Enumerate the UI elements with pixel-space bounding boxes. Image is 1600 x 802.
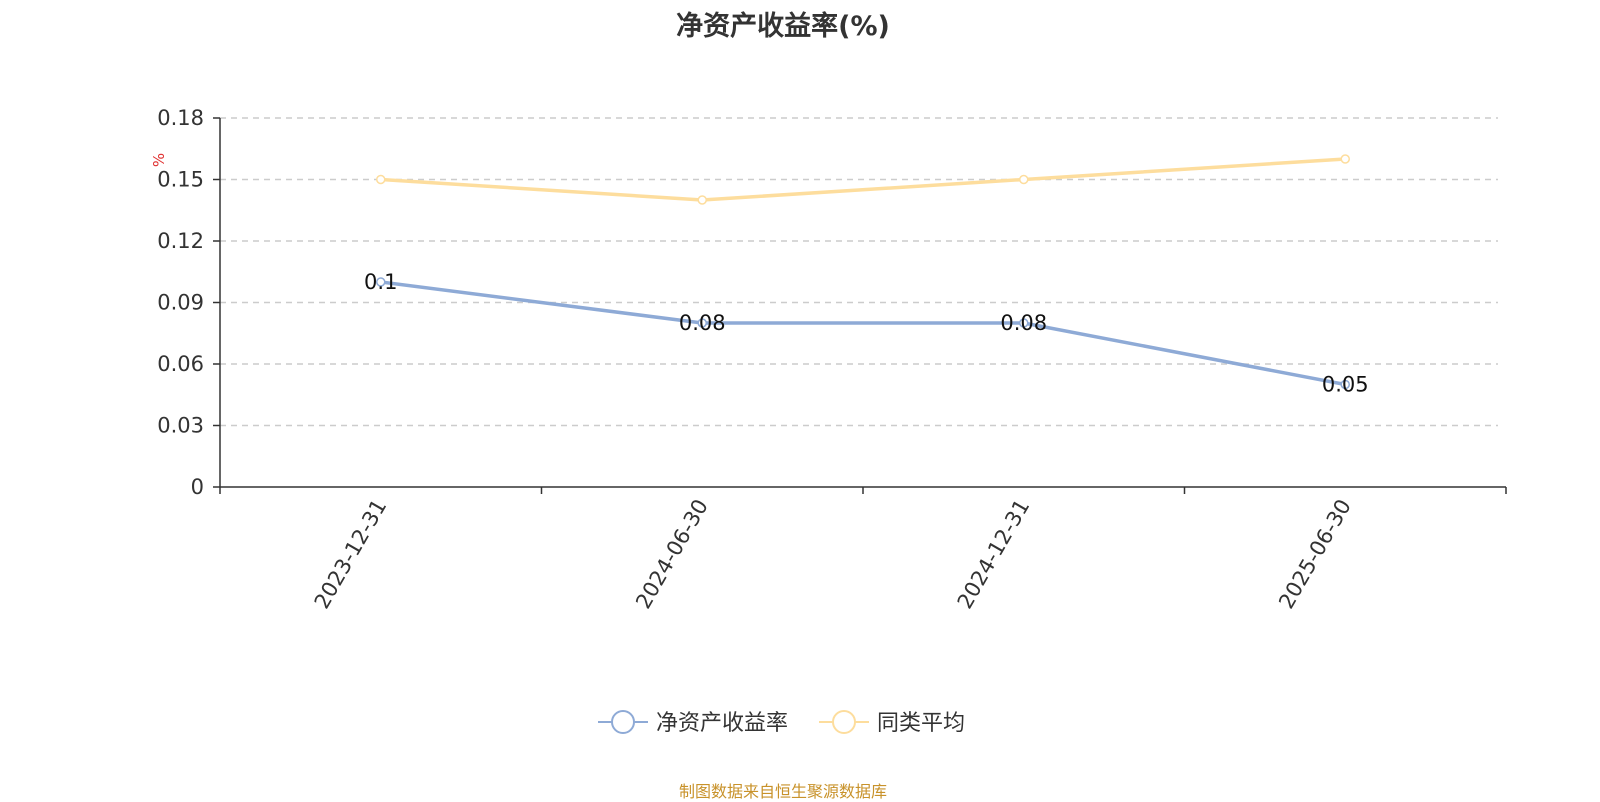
data-label: 0.1 [364, 270, 397, 294]
data-label: 0.08 [679, 311, 726, 335]
data-point [697, 318, 707, 328]
data-label: 0.08 [1000, 311, 1047, 335]
data-label: 0.05 [1322, 373, 1369, 397]
legend-marker [611, 710, 635, 734]
legend-marker [832, 710, 856, 734]
series-lines [376, 154, 1350, 390]
x-tick-label: 2025-06-30 [1274, 495, 1356, 613]
series-line-0 [380, 280, 1346, 387]
data-labels: 0.1 0.08 0.08 0.05 [364, 270, 1369, 397]
grid-lines [220, 117, 1498, 427]
data-point [1019, 174, 1029, 185]
y-tick-label: 0.09 [157, 291, 204, 315]
y-tick-label: 0.12 [157, 229, 204, 253]
y-tick-label: 0.03 [157, 414, 204, 438]
series-line-1 [380, 157, 1346, 202]
data-point [1340, 379, 1350, 390]
axes: 0 0.03 0.06 0.09 0.12 0.15 0.18 2023-12-31 2024-… [150, 106, 1507, 613]
y-unit-label: % [150, 153, 168, 167]
legend-label: 净资产收益率 [656, 711, 788, 736]
legend[interactable]: 净资产收益率 同类平均 [598, 710, 965, 736]
data-point [1019, 318, 1029, 328]
legend-item-0[interactable]: 净资产收益率 [598, 710, 788, 736]
y-tick-label: 0 [191, 475, 204, 499]
x-tick-label: 2024-06-30 [631, 495, 713, 613]
x-tick-label: 2024-12-31 [953, 495, 1035, 613]
data-point [376, 174, 386, 185]
legend-item-1[interactable]: 同类平均 [819, 710, 965, 736]
y-tick-label: 0.06 [157, 352, 204, 376]
source-note: 制图数据来自恒生聚源数据库 [678, 782, 887, 801]
data-point [697, 195, 707, 205]
x-tick-label: 2023-12-31 [310, 495, 392, 613]
chart-title: 净资产收益率(%) [676, 11, 890, 42]
data-point [1340, 154, 1350, 164]
legend-label: 同类平均 [877, 711, 965, 736]
y-tick-label: 0.15 [157, 168, 204, 192]
data-point [376, 277, 386, 287]
y-tick-label: 0.18 [157, 106, 204, 130]
